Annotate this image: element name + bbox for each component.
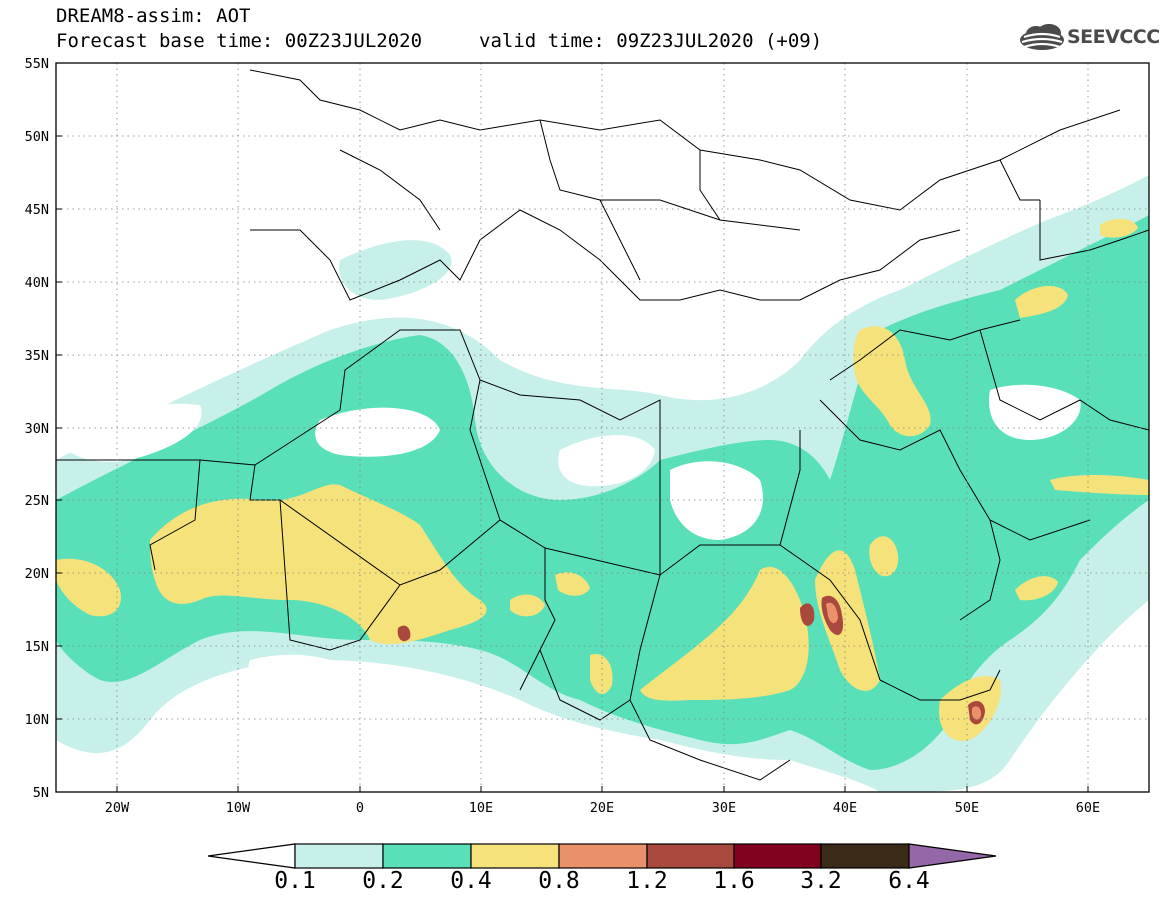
colorbar-label: 1.2 [626,868,668,894]
lon-label: 60E [1076,800,1100,816]
map-title: DREAM8-assim: AOT [56,5,251,27]
colorbar-segment [470,843,560,869]
logo-text: SEEVCCC [1067,26,1160,48]
colorbar-label: 3.2 [800,868,842,894]
colorbar-label: 0.8 [538,868,580,894]
latitude-labels: 55N 50N 45N 40N 35N 30N 25N 20N 15N 10N … [25,56,49,801]
colorbar [207,843,997,869]
lon-label: 20W [105,800,130,816]
valid-time: valid time: 09Z23JUL2020 (+09) [479,30,823,52]
colorbar-label: 6.4 [888,868,930,894]
colorbar-segment [820,843,910,869]
lat-label: 5N [33,785,49,801]
colorbar-label: 0.1 [274,868,316,894]
lat-label: 40N [25,275,49,291]
colorbar-label: 0.4 [450,868,492,894]
colorbar-segment [382,843,472,869]
colorbar-segment [646,843,735,869]
lon-label: 30E [712,800,736,816]
lat-label: 20N [25,566,49,582]
cloud-icon [1020,24,1064,50]
lon-label: 40E [833,800,857,816]
borders [56,69,1149,781]
axis-ticks [56,62,1089,792]
lat-label: 45N [25,202,49,218]
longitude-labels: 20W 10W 0 10E 20E 30E 40E 50E 60E [105,800,1100,816]
lat-label: 30N [25,421,49,437]
lat-label: 50N [25,129,49,145]
gridlines [56,63,1149,792]
colorbar-segment [733,843,822,869]
lat-label: 55N [25,56,49,72]
lon-label: 10W [226,800,251,816]
colorbar-below-triangle [207,843,296,869]
lon-label: 10E [469,800,493,816]
lon-label: 20E [590,800,614,816]
lat-label: 25N [25,493,49,509]
colorbar-label: 0.2 [362,868,404,894]
colorbar-above-triangle [908,843,997,869]
colorbar-segment [294,843,384,869]
lat-label: 10N [25,712,49,728]
lon-label: 50E [955,800,979,816]
aot-field [56,175,1149,792]
lat-label: 15N [25,639,49,655]
lon-label: 0 [356,800,364,816]
forecast-base-time: Forecast base time: 00Z23JUL2020 [56,30,423,52]
colorbar-segment [558,843,648,869]
lat-label: 35N [25,348,49,364]
colorbar-label: 1.6 [713,868,755,894]
